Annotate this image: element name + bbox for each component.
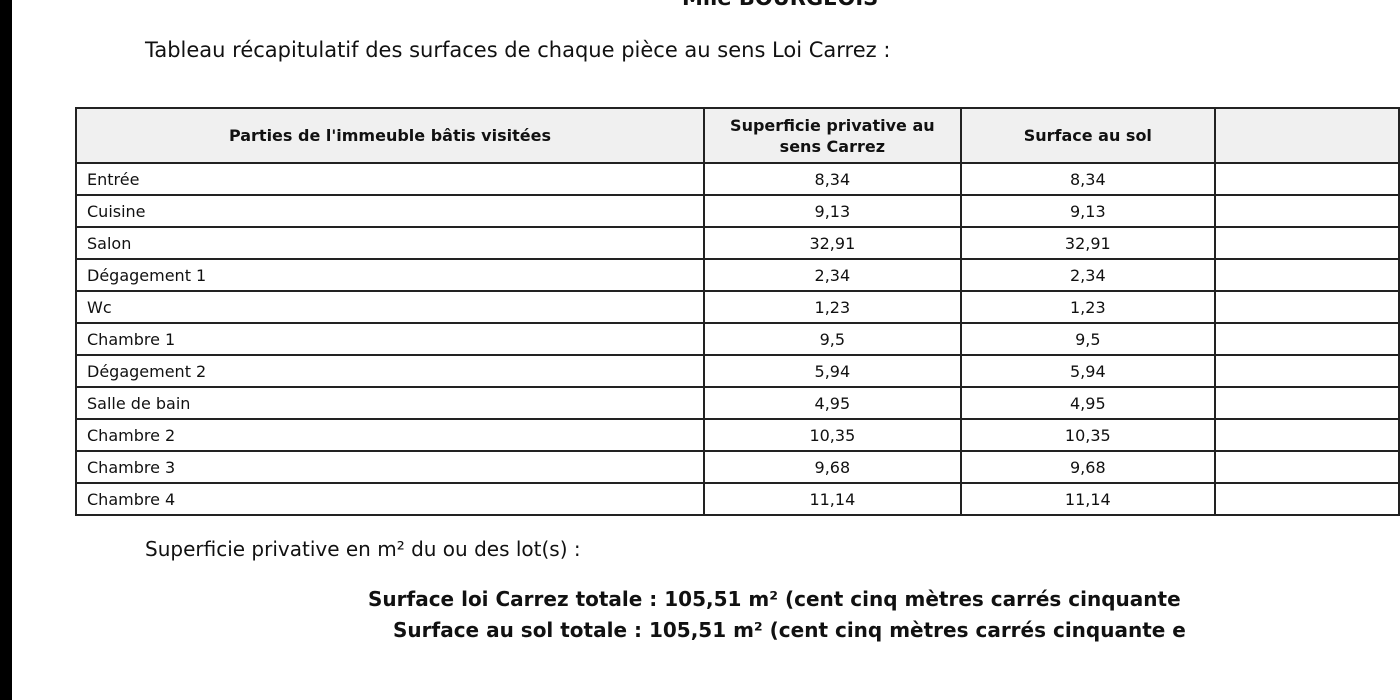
table-row: Chambre 1 9,5 9,5 xyxy=(75,322,1400,356)
carrez-value: 2,34 xyxy=(702,258,962,292)
carrez-value: 10,35 xyxy=(702,418,962,452)
header-extra xyxy=(1213,107,1400,164)
owner-name: Mlle BOURGEOIS xyxy=(682,0,878,10)
room-name: Chambre 3 xyxy=(75,450,705,484)
document-page: Mlle BOURGEOIS Tableau récapitulatif des… xyxy=(12,0,1400,700)
header-carrez: Superficie privative au sens Carrez xyxy=(702,107,962,164)
empty-cell xyxy=(1213,194,1400,228)
table-header-row: Parties de l'immeuble bâtis visitées Sup… xyxy=(75,107,1400,164)
room-name: Wc xyxy=(75,290,705,324)
header-parties: Parties de l'immeuble bâtis visitées xyxy=(75,107,705,164)
sol-value: 11,14 xyxy=(959,482,1216,516)
table-row: Dégagement 2 5,94 5,94 xyxy=(75,354,1400,388)
total-sol: Surface au sol totale : 105,51 m² (cent … xyxy=(393,618,1186,642)
room-name: Salle de bain xyxy=(75,386,705,420)
room-name: Salon xyxy=(75,226,705,260)
table-row: Salon 32,91 32,91 xyxy=(75,226,1400,260)
sol-value: 10,35 xyxy=(959,418,1216,452)
sol-value: 1,23 xyxy=(959,290,1216,324)
intro-text: Tableau récapitulatif des surfaces de ch… xyxy=(145,38,891,62)
table-row: Entrée 8,34 8,34 xyxy=(75,162,1400,196)
room-name: Cuisine xyxy=(75,194,705,228)
sol-value: 9,68 xyxy=(959,450,1216,484)
carrez-value: 4,95 xyxy=(702,386,962,420)
empty-cell xyxy=(1213,354,1400,388)
sol-value: 2,34 xyxy=(959,258,1216,292)
sol-value: 5,94 xyxy=(959,354,1216,388)
carrez-value: 9,13 xyxy=(702,194,962,228)
empty-cell xyxy=(1213,322,1400,356)
carrez-value: 9,68 xyxy=(702,450,962,484)
room-name: Chambre 2 xyxy=(75,418,705,452)
table-row: Salle de bain 4,95 4,95 xyxy=(75,386,1400,420)
carrez-value: 11,14 xyxy=(702,482,962,516)
empty-cell xyxy=(1213,450,1400,484)
table-row: Chambre 3 9,68 9,68 xyxy=(75,450,1400,484)
sol-value: 9,5 xyxy=(959,322,1216,356)
empty-cell xyxy=(1213,482,1400,516)
surfaces-table: Parties de l'immeuble bâtis visitées Sup… xyxy=(75,107,1400,516)
carrez-value: 1,23 xyxy=(702,290,962,324)
sol-value: 9,13 xyxy=(959,194,1216,228)
table-row: Dégagement 1 2,34 2,34 xyxy=(75,258,1400,292)
room-name: Dégagement 2 xyxy=(75,354,705,388)
empty-cell xyxy=(1213,258,1400,292)
table-row: Chambre 4 11,14 11,14 xyxy=(75,482,1400,516)
empty-cell xyxy=(1213,226,1400,260)
table-row: Chambre 2 10,35 10,35 xyxy=(75,418,1400,452)
table-row: Wc 1,23 1,23 xyxy=(75,290,1400,324)
sol-value: 4,95 xyxy=(959,386,1216,420)
room-name: Dégagement 1 xyxy=(75,258,705,292)
carrez-value: 9,5 xyxy=(702,322,962,356)
sol-value: 32,91 xyxy=(959,226,1216,260)
room-name: Entrée xyxy=(75,162,705,196)
room-name: Chambre 4 xyxy=(75,482,705,516)
carrez-value: 8,34 xyxy=(702,162,962,196)
carrez-value: 5,94 xyxy=(702,354,962,388)
carrez-value: 32,91 xyxy=(702,226,962,260)
empty-cell xyxy=(1213,386,1400,420)
empty-cell xyxy=(1213,162,1400,196)
empty-cell xyxy=(1213,290,1400,324)
table-row: Cuisine 9,13 9,13 xyxy=(75,194,1400,228)
room-name: Chambre 1 xyxy=(75,322,705,356)
total-carrez: Surface loi Carrez totale : 105,51 m² (c… xyxy=(368,587,1181,611)
summary-label: Superficie privative en m² du ou des lot… xyxy=(145,537,581,561)
empty-cell xyxy=(1213,418,1400,452)
header-sol: Surface au sol xyxy=(959,107,1216,164)
sol-value: 8,34 xyxy=(959,162,1216,196)
